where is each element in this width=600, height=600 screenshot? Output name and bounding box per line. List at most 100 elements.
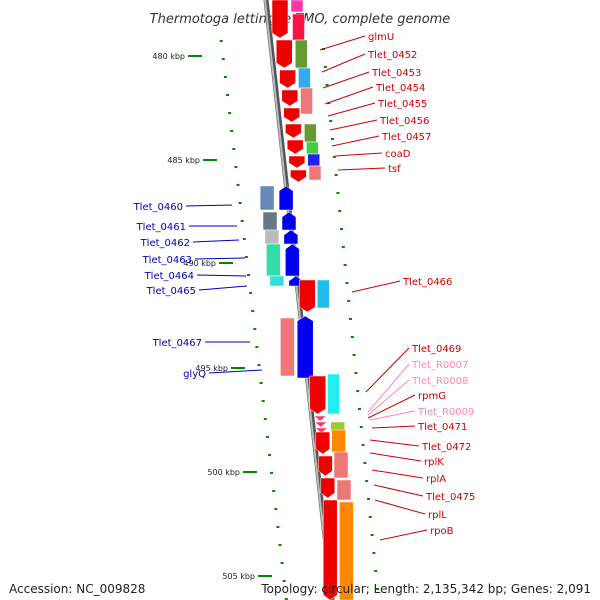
cog-block-reverse <box>264 229 280 245</box>
gene-label-Tlet_0457: Tlet_0457 <box>381 132 431 143</box>
gene-label-Tlet_R0007: Tlet_R0007 <box>411 360 468 371</box>
tick-dot <box>358 408 361 410</box>
cds-arrow <box>285 123 302 139</box>
genome-summary-text: Topology: circular; Length: 2,135,342 bp… <box>261 582 591 596</box>
cog-block <box>317 279 330 309</box>
cog-block-reverse <box>259 185 275 211</box>
cds-arrow <box>286 139 304 155</box>
leader-line <box>371 469 424 479</box>
gene-label-Tlet_0465: Tlet_0465 <box>146 286 196 297</box>
leader-line <box>337 167 386 171</box>
tick-dot <box>338 210 342 212</box>
cog-block-reverse <box>262 211 278 231</box>
accession-text: Accession: NC_009828 <box>9 582 146 596</box>
leader-line <box>374 499 426 515</box>
tick-dot <box>230 130 234 132</box>
gene-label-Tlet_0461: Tlet_0461 <box>136 222 186 233</box>
tick-dot <box>334 174 338 176</box>
cds-arrow <box>288 155 306 169</box>
cog-block-reverse <box>280 317 295 377</box>
leader-line <box>327 102 376 117</box>
gene-label-Tlet_0467: Tlet_0467 <box>152 338 202 349</box>
gene-label-Tlet_0469: Tlet_0469 <box>411 344 461 355</box>
tick-dot <box>223 76 227 78</box>
leader-line <box>196 274 247 277</box>
leader-line <box>185 204 233 207</box>
tick-dot <box>359 426 363 428</box>
cds-arrow <box>283 107 300 123</box>
gene-label-Tlet_R0008: Tlet_R0008 <box>411 376 468 387</box>
leader-line <box>371 425 416 429</box>
cog-block-reverse <box>269 275 285 287</box>
rna-arrow <box>313 415 327 422</box>
gene-label-rplA: rplA <box>426 474 446 485</box>
gene-label-tsf: tsf <box>388 164 401 175</box>
tick-dot <box>253 328 257 330</box>
leader-line <box>367 363 410 413</box>
tick-dot <box>238 202 242 204</box>
reverse-arrow <box>285 243 300 277</box>
axis-label: 490 kbp <box>183 259 216 268</box>
cds-arrow <box>276 39 293 69</box>
reverse-arrow <box>281 211 297 231</box>
leader-line <box>194 257 246 260</box>
gene-label-Tlet_0452: Tlet_0452 <box>367 50 417 61</box>
gene-label-Tlet_0460: Tlet_0460 <box>133 202 183 213</box>
gene-label-Tlet_0462: Tlet_0462 <box>140 238 190 249</box>
gene-label-Tlet_0455: Tlet_0455 <box>377 99 427 110</box>
cog-block <box>295 39 308 69</box>
tick-dot <box>280 562 284 564</box>
cds-arrow <box>271 0 289 39</box>
tick-dot <box>219 40 223 42</box>
gene-label-Tlet_0475: Tlet_0475 <box>425 492 475 503</box>
tick-dot <box>365 480 369 482</box>
gene-label-rplK: rplK <box>424 457 444 468</box>
tick-dot <box>331 138 334 140</box>
tick-dot <box>325 84 329 86</box>
cds-arrow <box>309 375 326 415</box>
genome-backbone <box>263 0 335 600</box>
tick-dot <box>332 156 336 158</box>
tick-dot <box>349 318 352 320</box>
cog-block <box>292 13 305 41</box>
axis-label: 485 kbp <box>167 156 200 165</box>
tick-dot <box>345 282 349 284</box>
gene-label-Tlet_0471: Tlet_0471 <box>417 422 467 433</box>
cog-block <box>333 451 349 479</box>
cog-block <box>306 141 319 155</box>
cog-block <box>339 501 354 600</box>
gene-label-Tlet_0456: Tlet_0456 <box>379 116 429 127</box>
tick-dot <box>368 516 372 518</box>
backbone-highlight <box>264 0 332 600</box>
tick-dot <box>261 400 265 402</box>
leader-line <box>208 369 263 374</box>
gene-label-coaD: coaD <box>385 149 411 160</box>
tick-dot <box>336 192 340 194</box>
tick-dot <box>240 220 244 222</box>
tick-dot <box>367 498 370 500</box>
cog-block <box>327 373 340 415</box>
tick-dot <box>354 372 358 374</box>
leader-line <box>367 394 416 419</box>
leader-line <box>192 239 240 243</box>
cds-arrow <box>290 169 307 183</box>
leader-line <box>369 439 420 447</box>
cds-arrow <box>281 89 299 107</box>
tick-dot <box>272 490 276 492</box>
tick-dot <box>352 354 356 356</box>
gene-label-glyQ: glyQ <box>183 369 206 380</box>
tick-dot <box>251 310 255 312</box>
tick-dot <box>372 552 376 554</box>
tick-dot <box>343 264 347 266</box>
reverse-arrow <box>283 229 299 245</box>
tick-dot <box>244 256 248 258</box>
tick-dot <box>363 462 367 464</box>
leader-line <box>324 86 374 105</box>
cds-arrow <box>299 279 316 313</box>
gene-label-Tlet_0454: Tlet_0454 <box>375 83 425 94</box>
cog-block <box>308 165 322 181</box>
tick-dot <box>265 436 269 438</box>
cog-block <box>336 479 352 501</box>
leader-line <box>322 71 370 89</box>
